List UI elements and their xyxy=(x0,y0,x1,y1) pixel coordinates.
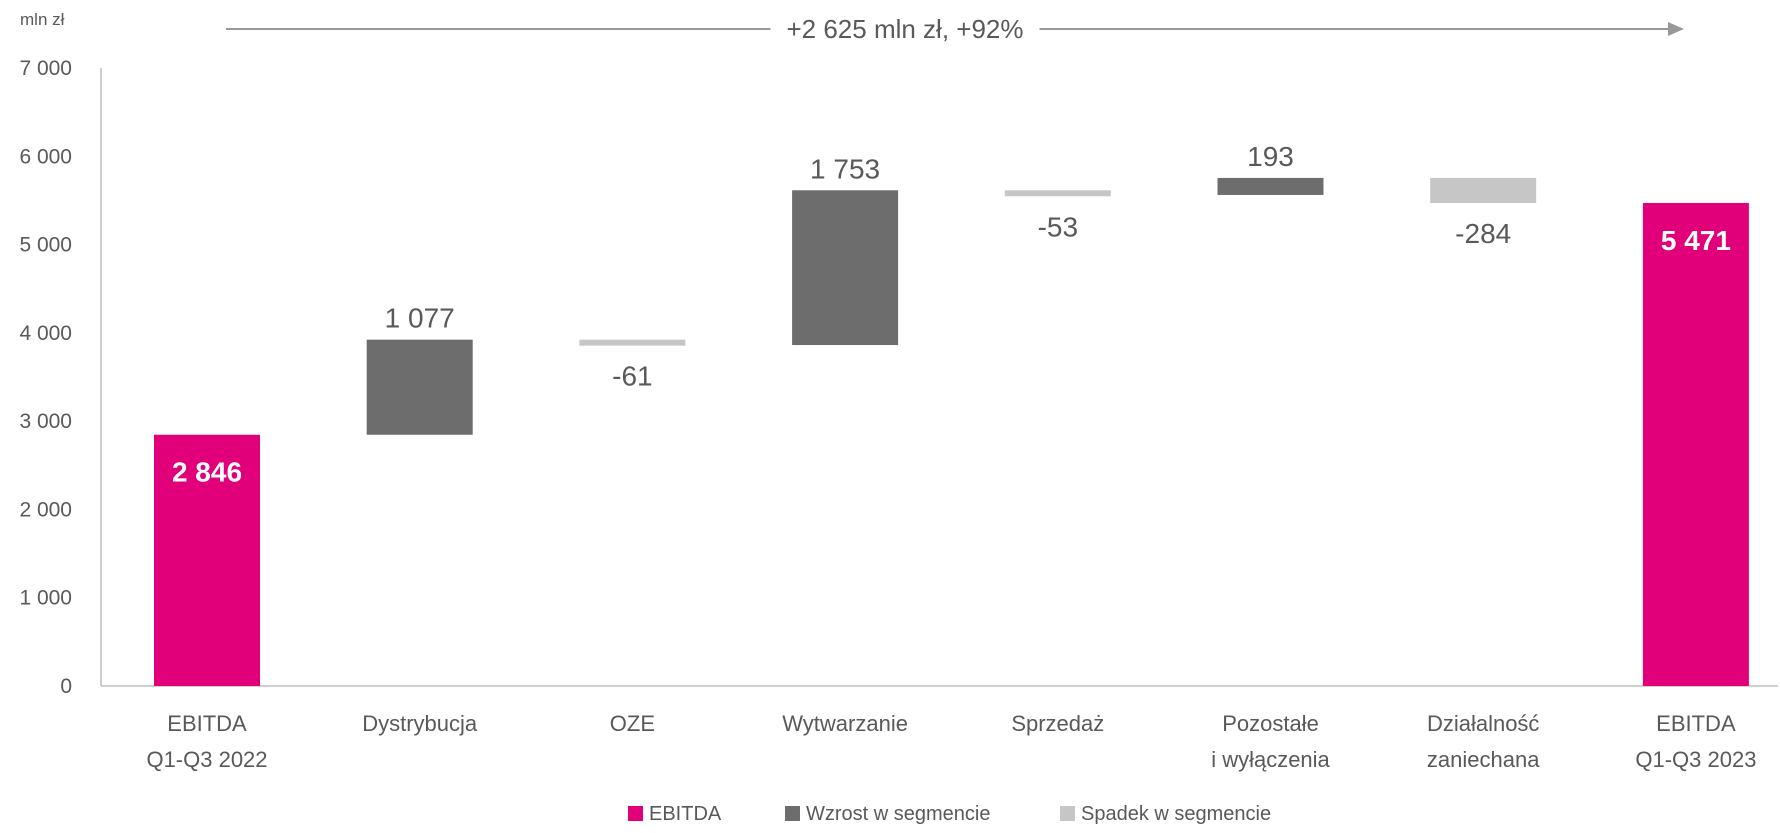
category-label-7-0: EBITDA xyxy=(1656,711,1736,736)
change-annotation: +2 625 mln zł, +92% xyxy=(786,14,1023,44)
data-label-4: -53 xyxy=(1038,211,1078,242)
data-label-6: -284 xyxy=(1455,218,1511,249)
legend-swatch-total xyxy=(628,806,643,821)
y-tick-label-6: 6 000 xyxy=(19,145,72,168)
category-label-6-1: zaniechana xyxy=(1427,747,1540,772)
bar-6 xyxy=(1430,177,1537,203)
category-label-0-0: EBITDA xyxy=(167,711,247,736)
y-tick-label-1: 1 000 xyxy=(19,587,72,610)
data-label-2: -61 xyxy=(612,361,652,392)
bar-2 xyxy=(579,339,686,346)
bar-0 xyxy=(154,434,260,686)
bar-1 xyxy=(366,339,473,435)
legend-swatch-increase xyxy=(785,806,800,821)
annotation-arrowhead xyxy=(1668,22,1684,36)
legend-label-decrease: Spadek w segmencie xyxy=(1081,803,1271,825)
data-label-3: 1 753 xyxy=(810,153,880,184)
data-label-0: 2 846 xyxy=(172,457,242,488)
legend-label-total: EBITDA xyxy=(649,803,722,825)
category-label-5-0: Pozostałe xyxy=(1222,711,1319,736)
category-label-3-0: Wytwarzanie xyxy=(782,711,908,736)
bar-3 xyxy=(792,190,899,346)
legend-label-increase: Wzrost w segmencie xyxy=(806,803,991,825)
y-tick-label-4: 4 000 xyxy=(19,322,72,345)
data-label-5: 193 xyxy=(1247,141,1294,172)
category-label-2-0: OZE xyxy=(610,711,655,736)
y-tick-label-2: 2 000 xyxy=(19,498,72,521)
category-label-5-1: i wyłączenia xyxy=(1211,747,1330,772)
bar-5 xyxy=(1217,177,1324,195)
unit-label: mln zł xyxy=(20,10,65,29)
y-tick-label-7: 7 000 xyxy=(19,57,72,80)
data-label-1: 1 077 xyxy=(385,303,455,334)
category-label-4-0: Sprzedaż xyxy=(1011,711,1104,736)
category-label-1-0: Dystrybucja xyxy=(362,711,478,736)
legend-swatch-decrease xyxy=(1060,806,1075,821)
y-tick-label-3: 3 000 xyxy=(19,410,72,433)
bar-7 xyxy=(1642,202,1749,686)
category-label-7-1: Q1-Q3 2023 xyxy=(1635,747,1756,772)
data-label-7: 5 471 xyxy=(1661,225,1731,256)
category-label-6-0: Działalność xyxy=(1427,711,1540,736)
y-tick-label-0: 0 xyxy=(60,675,72,698)
category-label-0-1: Q1-Q3 2022 xyxy=(146,747,267,772)
bar-4 xyxy=(1004,190,1111,197)
y-tick-label-5: 5 000 xyxy=(19,234,72,257)
